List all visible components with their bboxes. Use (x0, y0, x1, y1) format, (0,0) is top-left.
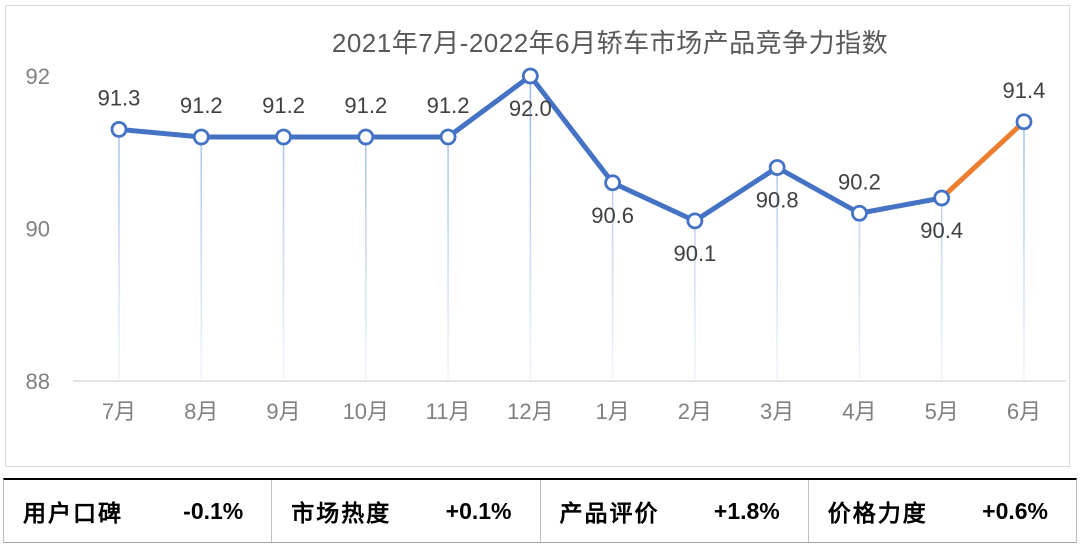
stat-label: 产品评价 (559, 500, 660, 526)
x-axis-tick-label: 1月 (595, 399, 629, 424)
x-axis-tick-label: 10月 (343, 399, 389, 424)
stats-bar: 用户口碑 -0.1% 市场热度 +0.1% 产品评价 +1.8% 价格力度 +0… (3, 478, 1077, 543)
x-axis-tick-label: 9月 (266, 399, 300, 424)
stat-cell-product-rating: 产品评价 +1.8% (539, 480, 808, 542)
data-point-marker (604, 174, 622, 192)
data-point-label: 91.2 (180, 93, 223, 118)
stat-cell-user-reputation: 用户口碑 -0.1% (4, 480, 271, 542)
x-axis-tick-label: 6月 (1007, 399, 1041, 424)
stat-label: 价格力度 (827, 500, 928, 526)
stat-cell-price-strength: 价格力度 +0.6% (807, 480, 1076, 542)
data-point-label: 91.2 (344, 93, 387, 118)
data-point-marker (110, 120, 128, 138)
data-point-marker (933, 189, 951, 207)
data-point-marker (851, 204, 868, 222)
competitiveness-index-chart-card: 2021年7月-2022年6月轿车市场产品竞争力指数 91.3 91.2 91.2 9… (5, 5, 1070, 467)
stat-label: 用户口碑 (23, 500, 123, 526)
data-point-marker (439, 128, 457, 146)
y-axis-tick-label: 90 (26, 217, 50, 242)
data-point-label: 91.2 (427, 93, 470, 118)
x-axis-tick-label: 3月 (760, 399, 794, 424)
data-point-label: 90.4 (920, 218, 963, 243)
data-point-label: 90.1 (673, 241, 716, 266)
data-point-label: 92.0 (509, 96, 552, 121)
data-point-label: 91.3 (98, 85, 141, 110)
stat-cell-market-heat: 市场热度 +0.1% (271, 480, 539, 542)
data-point-marker (192, 128, 210, 146)
data-point-label: 90.2 (838, 169, 881, 194)
stat-label: 市场热度 (291, 500, 392, 526)
stat-value: +0.6% (982, 497, 1048, 524)
y-axis-tick-label: 92 (26, 64, 50, 89)
x-axis-tick-label: 4月 (842, 399, 876, 424)
chart-title: 2021年7月-2022年6月轿车市场产品竞争力指数 (331, 28, 889, 58)
x-axis-tick-label: 5月 (925, 399, 959, 424)
x-axis-tick-label: 7月 (102, 399, 136, 424)
data-point-marker (275, 128, 292, 146)
competitiveness-line-chart: 91.3 91.2 91.2 91.2 91.2 92.0 90.6 90.1 90.8 90.2… (26, 64, 1066, 424)
y-axis-tick-label: 88 (26, 369, 50, 394)
data-point-marker (686, 212, 704, 230)
data-point-marker (1015, 113, 1033, 131)
data-point-label: 90.6 (591, 203, 634, 228)
stat-value: -0.1% (183, 497, 244, 524)
x-axis-tick-label: 12月 (507, 399, 553, 424)
x-axis-tick-label: 11月 (426, 399, 471, 424)
data-point-label: 91.4 (1003, 78, 1046, 103)
highlight-segment-line (939, 119, 1027, 201)
data-point-label: 91.2 (262, 93, 305, 118)
data-point-marker (357, 128, 375, 146)
data-point-label: 90.8 (756, 188, 799, 213)
data-point-marker (768, 159, 786, 176)
x-axis-tick-label: 8月 (184, 399, 218, 424)
stat-value: +0.1% (445, 497, 512, 524)
stat-value: +1.8% (713, 497, 780, 524)
data-point-marker (521, 67, 539, 85)
x-axis-tick-label: 2月 (678, 399, 712, 424)
